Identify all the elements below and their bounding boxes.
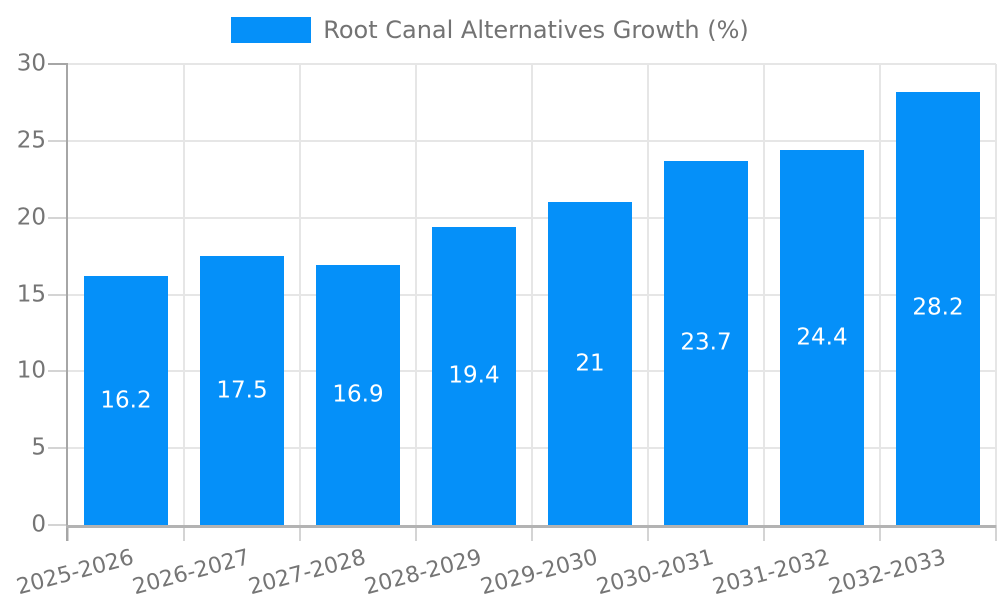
bar-value-label: 24.4 (796, 324, 848, 351)
y-tick-mark (48, 216, 68, 219)
bar-value-label: 21 (575, 350, 605, 377)
x-gridline (183, 64, 185, 525)
x-gridline (763, 64, 765, 525)
y-tick-mark (48, 293, 68, 296)
x-tick-label-text: 2025-2026 (14, 545, 137, 600)
y-tick-mark (48, 524, 68, 526)
x-axis-line (66, 525, 996, 528)
y-axis-line (66, 64, 68, 541)
y-tick-label: 15 (16, 281, 46, 307)
x-tick-label-text: 2031-2032 (710, 545, 833, 600)
bar-2029-2030 (548, 202, 632, 525)
bar-2028-2029 (432, 226, 516, 525)
x-gridline (415, 64, 417, 525)
legend-swatch (231, 17, 312, 43)
x-tick-label-text: 2028-2029 (362, 545, 485, 600)
chart-legend[interactable]: Root Canal Alternatives Growth (%) (0, 14, 1000, 46)
x-tick-label-text: 2029-2030 (478, 545, 601, 600)
y-tick-label: 5 (31, 434, 46, 461)
y-tick-label: 10 (16, 357, 46, 384)
x-tick-mark (299, 525, 301, 541)
x-tick-mark (415, 525, 417, 541)
x-tick-mark (763, 525, 765, 541)
bar-2027-2028 (316, 265, 400, 525)
y-tick-mark (48, 139, 68, 142)
legend-label: Root Canal Alternatives Growth (%) (323, 16, 749, 44)
y-tick-mark (48, 63, 68, 65)
x-tick-mark (995, 525, 997, 541)
x-gridline (647, 64, 649, 525)
x-tick-mark (67, 525, 69, 541)
x-gridline (879, 64, 881, 525)
bar-value-label: 19.4 (448, 362, 500, 389)
y-tick-label: 0 (31, 511, 46, 538)
x-tick-label-text: 2030-2031 (594, 545, 717, 600)
y-tick-mark (48, 370, 68, 373)
bar-2031-2032 (780, 150, 864, 525)
bar-value-label: 16.9 (332, 381, 384, 408)
bar-2026-2027 (200, 256, 284, 525)
y-tick-mark (48, 447, 68, 450)
x-gridline (995, 64, 997, 525)
x-tick-label-text: 2026-2027 (130, 545, 253, 600)
bar-value-label: 16.2 (100, 387, 152, 414)
y-tick-label: 25 (16, 127, 46, 154)
x-tick-label-text: 2027-2028 (246, 545, 369, 600)
bar-2030-2031 (664, 160, 748, 525)
x-gridline (299, 64, 301, 525)
bar-value-label: 17.5 (216, 377, 268, 404)
x-tick-mark (531, 525, 533, 541)
x-tick-mark (879, 525, 881, 541)
bar-value-label: 23.7 (680, 329, 732, 356)
bar-value-label: 28.2 (912, 294, 964, 321)
y-tick-label: 30 (16, 50, 46, 77)
bar-2032-2033 (896, 91, 980, 525)
x-tick-label-text: 2032-2033 (826, 545, 949, 600)
x-gridline (531, 64, 533, 525)
bar-2025-2026 (84, 276, 168, 525)
x-tick-mark (647, 525, 649, 541)
x-tick-mark (183, 525, 185, 541)
y-tick-label: 20 (16, 204, 46, 231)
